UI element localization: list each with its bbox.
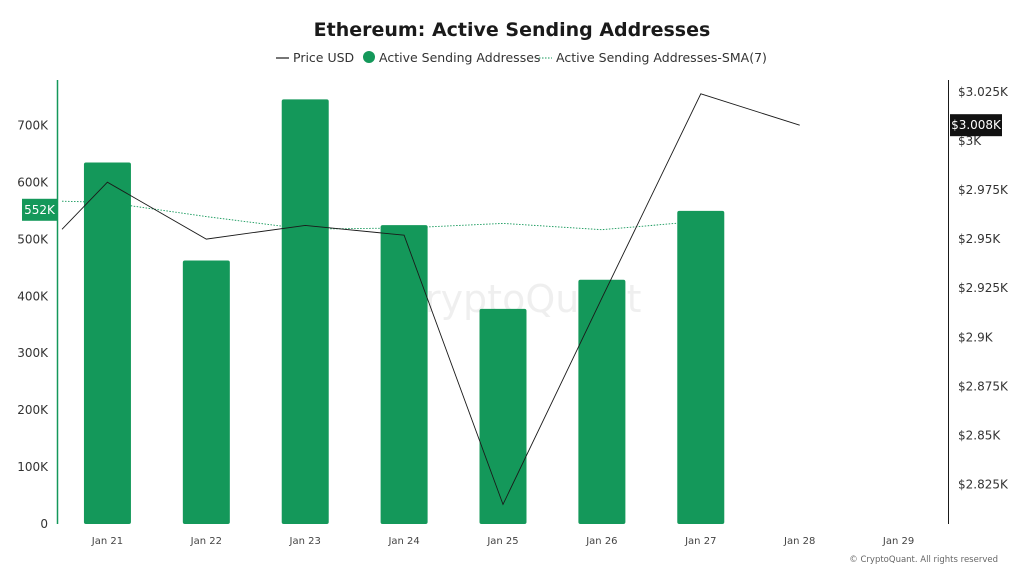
legend-item-sma[interactable]: Active Sending Addresses-SMA(7) [539,50,767,65]
legend: Price USD Active Sending Addresses Activ… [276,50,767,65]
lines [61,93,800,506]
bar-active-addresses[interactable] [83,162,131,525]
bar-active-addresses[interactable] [677,210,725,524]
legend-active-label: Active Sending Addresses [379,50,540,65]
left-tick-label: 0 [40,517,48,531]
x-tick-label: Jan 28 [783,536,815,547]
left-tick-label: 500K [17,232,49,246]
x-axis-ticks: Jan 21 Jan 22 Jan 23 Jan 24 Jan 25 Jan 26 Jan … [91,536,914,547]
left-axis-ticks: 0 100K 200K 300K 400K 500K 600K 700K [17,119,49,531]
right-tick-label: $2.9K [958,330,994,344]
x-tick-label: Jan 24 [387,536,419,547]
x-tick-label: Jan 21 [91,536,123,547]
bar-active-addresses[interactable] [182,260,230,524]
left-tick-label: 200K [17,403,49,417]
legend-price-label: Price USD [293,50,354,65]
legend-active-swatch [363,51,375,63]
x-tick-label: Jan 29 [882,536,914,547]
left-tick-label: 400K [17,289,49,303]
right-tick-label: $2.975K [958,183,1009,197]
right-current-badge-label: $3.008K [951,118,1002,132]
right-tick-label: $2.825K [958,478,1009,492]
right-axis-ticks: $2.825K $2.85K $2.875K $2.9K $2.925K $2.95K $2… [958,85,1009,492]
right-tick-label: $3.025K [958,85,1009,99]
left-tick-label: 300K [17,346,49,360]
left-tick-label: 600K [17,175,49,189]
right-current-badge [950,114,1002,137]
x-tick-label: Jan 22 [190,536,222,547]
left-tick-label: 700K [17,119,49,133]
x-tick-label: Jan 25 [486,536,518,547]
sma-line [61,200,701,231]
x-tick-label: Jan 23 [289,536,321,547]
price-line [61,93,800,506]
value-badges: 552K $3.008K [22,114,1002,221]
bar-active-addresses[interactable] [479,308,527,524]
legend-item-active-addresses[interactable]: Active Sending Addresses [363,50,540,65]
left-current-badge-label: 552K [24,203,56,217]
legend-item-price[interactable]: Price USD [276,50,354,65]
right-tick-label: $2.95K [958,232,1001,246]
x-tick-label: Jan 26 [585,536,617,547]
right-tick-label: $3K [958,134,982,148]
chart-title: Ethereum: Active Sending Addresses [314,19,711,41]
bar-active-addresses[interactable] [281,99,329,524]
left-current-badge [22,198,57,221]
x-tick-label: Jan 27 [684,536,716,547]
legend-sma-label: Active Sending Addresses-SMA(7) [556,50,767,65]
right-tick-label: $2.925K [958,281,1009,295]
credit-text: © CryptoQuant. All rights reserved [849,555,998,565]
bars [83,99,725,525]
bar-active-addresses[interactable] [380,225,428,524]
left-tick-label: 100K [17,460,49,474]
right-tick-label: $2.85K [958,429,1001,443]
right-tick-label: $2.875K [958,379,1009,393]
bar-active-addresses[interactable] [578,279,626,524]
